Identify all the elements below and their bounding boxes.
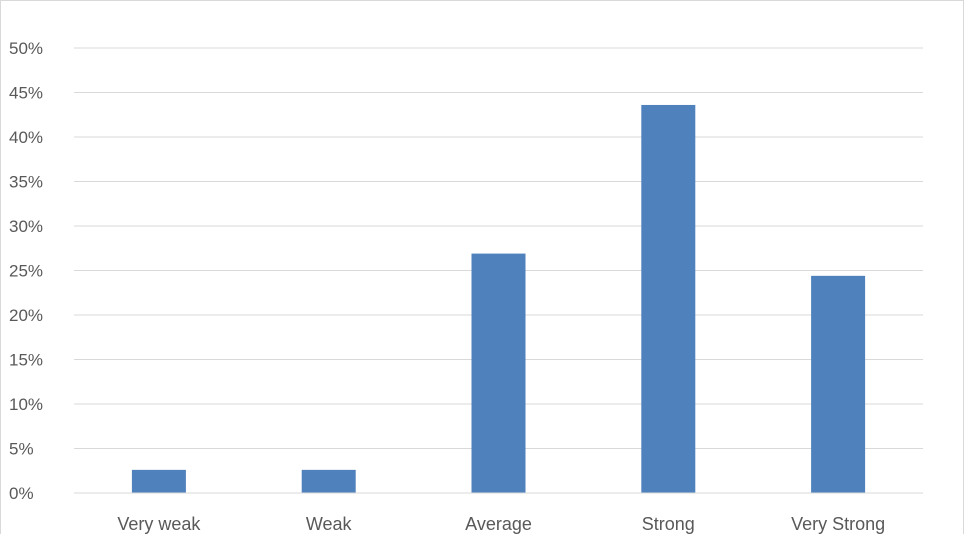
bar-average bbox=[471, 253, 526, 493]
x-category-label: Weak bbox=[306, 514, 353, 534]
y-tick-label: 40% bbox=[9, 128, 43, 147]
y-axis-tick-labels: 0% 5% 10% 15% 20% 25% 30% 35% 40% 45% 50% bbox=[9, 39, 43, 503]
bar-weak bbox=[301, 469, 356, 493]
y-tick-label: 30% bbox=[9, 217, 43, 236]
bar-very-strong bbox=[811, 275, 866, 493]
x-category-label: Strong bbox=[642, 514, 695, 534]
x-axis-category-labels: Very weak Weak Average Strong Very Strong bbox=[117, 514, 885, 534]
x-category-label: Very Strong bbox=[791, 514, 885, 534]
y-tick-label: 10% bbox=[9, 395, 43, 414]
y-tick-label: 15% bbox=[9, 351, 43, 370]
y-tick-label: 50% bbox=[9, 39, 43, 58]
y-tick-label: 0% bbox=[9, 484, 34, 503]
y-tick-label: 20% bbox=[9, 306, 43, 325]
y-tick-label: 5% bbox=[9, 440, 34, 459]
y-tick-label: 25% bbox=[9, 262, 43, 281]
bars bbox=[131, 104, 866, 494]
bar-strong bbox=[641, 104, 696, 494]
x-category-label: Very weak bbox=[117, 514, 201, 534]
bar-very-weak bbox=[131, 469, 186, 493]
y-tick-label: 45% bbox=[9, 84, 43, 103]
x-category-label: Average bbox=[465, 514, 532, 534]
y-tick-label: 35% bbox=[9, 173, 43, 192]
